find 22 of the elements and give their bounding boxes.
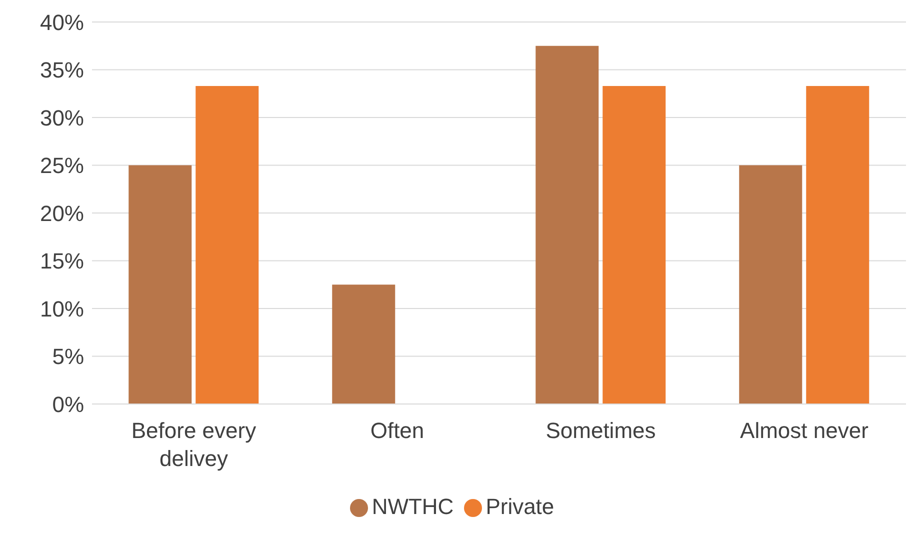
- bar: [806, 86, 870, 404]
- y-tick-label: 40%: [40, 10, 84, 35]
- y-tick-label: 35%: [40, 58, 84, 83]
- bar: [196, 86, 259, 404]
- bar: [739, 165, 802, 404]
- y-tick-label: 15%: [40, 248, 84, 274]
- y-tick-label: 10%: [40, 296, 84, 322]
- y-tick-label: 5%: [52, 344, 84, 370]
- x-tick-label: Often: [370, 418, 424, 443]
- y-tick-label: 30%: [40, 105, 84, 130]
- x-tick-label: Almost never: [740, 418, 868, 443]
- bar: [536, 46, 599, 404]
- bar: [128, 165, 192, 404]
- y-tick-label: 0%: [52, 392, 84, 417]
- bar: [602, 86, 666, 404]
- bar: [332, 284, 396, 404]
- x-tick-label: Before every delivey: [131, 418, 256, 471]
- x-tick-label: Sometimes: [546, 418, 656, 443]
- legend-label: NWTHC: [372, 494, 454, 519]
- legend-label: Private: [486, 494, 554, 519]
- y-tick-label: 20%: [40, 200, 84, 226]
- y-tick-label: 25%: [40, 153, 84, 178]
